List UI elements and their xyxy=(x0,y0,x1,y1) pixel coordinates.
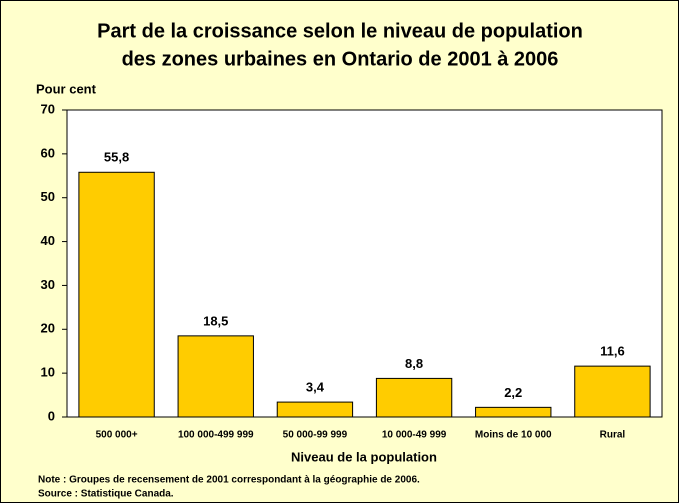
plot-area xyxy=(66,109,663,418)
y-tick-label: 0 xyxy=(48,408,55,423)
x-tick-label: 500 000+ xyxy=(96,430,138,441)
y-tick-label: 60 xyxy=(41,145,55,160)
bar xyxy=(574,365,651,418)
x-axis-label: Niveau de la population xyxy=(291,449,437,464)
chart-title: des zones urbaines en Ontario de 2001 à … xyxy=(122,48,559,70)
data-label: 18,5 xyxy=(203,313,228,328)
data-label: 8,8 xyxy=(405,356,423,371)
data-label: 2,2 xyxy=(504,385,522,400)
bar xyxy=(78,171,155,418)
y-tick-label: 10 xyxy=(41,365,55,380)
x-tick-label: 100 000-499 999 xyxy=(178,430,254,441)
x-tick-label: 10 000-49 999 xyxy=(382,430,447,441)
y-axis-label: Pour cent xyxy=(36,81,97,96)
x-tick-label: Moins de 10 000 xyxy=(475,430,552,441)
x-tick-label: 50 000-99 999 xyxy=(283,430,348,441)
chart-title: Part de la croissance selon le niveau de… xyxy=(97,20,583,42)
data-label: 3,4 xyxy=(306,380,325,395)
note: Source : Statistique Canada. xyxy=(38,489,174,500)
bar xyxy=(177,335,254,418)
data-label: 11,6 xyxy=(600,344,625,359)
bar xyxy=(475,406,552,418)
data-label: 55,8 xyxy=(104,150,129,165)
y-tick-label: 50 xyxy=(41,189,55,204)
y-tick-label: 30 xyxy=(41,277,55,292)
y-tick-label: 40 xyxy=(41,233,55,248)
y-tick-label: 20 xyxy=(41,321,55,336)
y-tick-label: 70 xyxy=(41,101,55,116)
bar xyxy=(276,401,354,418)
bar xyxy=(375,377,453,418)
note: Note : Groupes de recensement de 2001 co… xyxy=(38,475,420,486)
x-tick-label: Rural xyxy=(600,430,626,441)
